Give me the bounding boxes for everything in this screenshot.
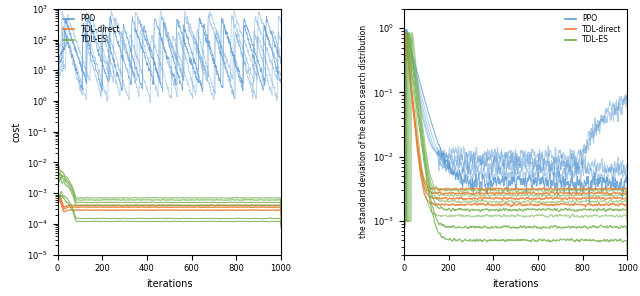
Legend: PPO, TDL-direct, TDL-ES: PPO, TDL-direct, TDL-ES: [61, 13, 122, 46]
Y-axis label: cost: cost: [12, 122, 21, 142]
Legend: PPO, TDL-direct, TDL-ES: PPO, TDL-direct, TDL-ES: [563, 13, 623, 46]
X-axis label: iterations: iterations: [492, 279, 539, 289]
Y-axis label: the standard deviation of the action search distribution: the standard deviation of the action sea…: [358, 25, 367, 238]
X-axis label: iterations: iterations: [146, 279, 193, 289]
